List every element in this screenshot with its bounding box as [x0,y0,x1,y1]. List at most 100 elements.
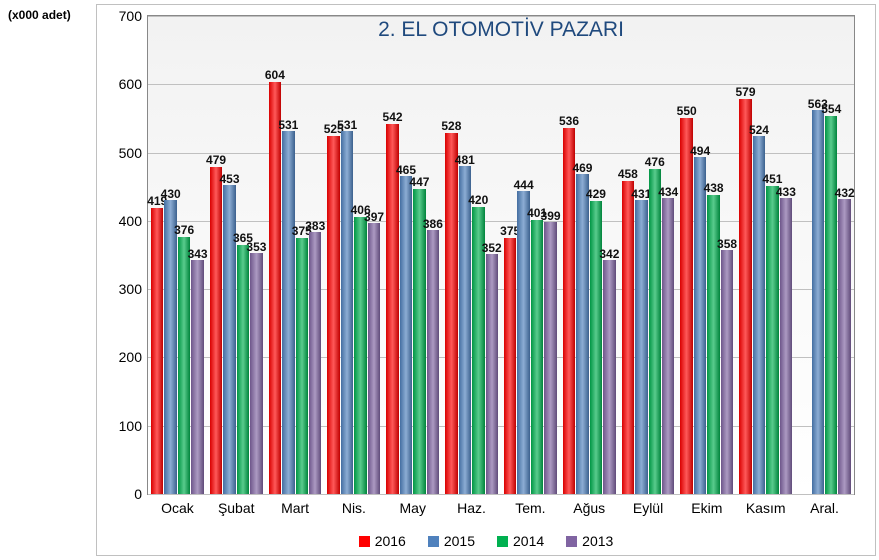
bar-2014: 376 [178,237,190,494]
bar-label: 342 [599,247,619,261]
bar-2013: 397 [368,223,380,494]
bar-2014: 401 [531,220,543,494]
bar-2014: 451 [766,186,778,494]
bar-label: 444 [514,178,534,192]
category-label: Nis. [324,500,383,516]
bar-label: 451 [762,172,782,186]
y-axis-label: (x000 adet) [8,8,71,22]
bar-label: 433 [776,185,796,199]
bar-2016: 579 [739,99,751,494]
bar-2013: 432 [838,199,850,494]
legend-item-2013: 2013 [566,533,613,549]
category-label: Eylül [619,500,678,516]
legend-swatch [566,536,577,547]
bar-2013: 352 [486,254,498,494]
bar-group: 550494438358Ekim [677,16,736,494]
y-tick: 0 [134,486,142,502]
bar-group: 525531406397Nis. [324,16,383,494]
bar-label: 469 [572,161,592,175]
bar-group: 528481420352Haz. [442,16,501,494]
legend-item-2016: 2016 [359,533,406,549]
chart: 2. EL OTOMOTİV PAZARI 010020030040050060… [96,4,876,556]
bar-2015: 563 [812,110,824,494]
bar-label: 430 [161,187,181,201]
legend-swatch [428,536,439,547]
y-tick: 500 [119,145,142,161]
legend-label: 2014 [513,533,544,549]
bar-label: 531 [337,118,357,132]
bar-2015: 481 [459,166,471,494]
bar-2015: 431 [635,200,647,494]
bar-2016: 525 [327,136,339,495]
y-tick: 300 [119,281,142,297]
bar-2013: 399 [544,222,556,494]
bar-label: 438 [704,181,724,195]
bar-label: 376 [174,223,194,237]
bar-2015: 469 [576,174,588,494]
y-tick: 200 [119,349,142,365]
bar-2014: 429 [590,201,602,494]
category-label: Haz. [442,500,501,516]
legend-item-2015: 2015 [428,533,475,549]
bar-label: 458 [618,167,638,181]
category-label: Ekim [677,500,736,516]
bar-2016: 375 [504,238,516,494]
bar-2013: 383 [309,232,321,494]
bar-2013: 353 [250,253,262,494]
bar-2016: 528 [445,133,457,494]
bar-2015: 430 [164,200,176,494]
legend-swatch [497,536,508,547]
bar-2016: 419 [151,208,163,494]
bars: 419430376343Ocak479453365353Şubat6045313… [148,16,854,494]
bar-label: 554 [821,102,841,116]
bar-2016: 479 [210,167,222,494]
bar-group: 419430376343Ocak [148,16,207,494]
bar-2015: 531 [341,131,353,494]
bar-label: 531 [278,118,298,132]
bar-label: 383 [305,219,325,233]
plot-area: 2. EL OTOMOTİV PAZARI 010020030040050060… [147,15,855,495]
bar-2014: 447 [413,189,425,494]
bar-label: 399 [541,209,561,223]
bar-group: 542465447386May [383,16,442,494]
bar-group: 375444401399Tem. [501,16,560,494]
bar-label: 542 [383,110,403,124]
bar-label: 343 [188,247,208,261]
bar-2013: 343 [191,260,203,494]
bar-group: 458431476434Eylül [619,16,678,494]
bar-label: 358 [717,237,737,251]
category-label: Kasım [736,500,795,516]
legend-label: 2016 [375,533,406,549]
bar-label: 432 [835,186,855,200]
bar-2015: 444 [517,191,529,494]
bar-label: 604 [265,68,285,82]
bar-2016: 536 [563,128,575,494]
bar-2016: 604 [269,82,281,494]
bar-label: 536 [559,114,579,128]
bar-label: 447 [409,175,429,189]
category-label: Ağus [560,500,619,516]
bar-label: 481 [455,153,475,167]
bar-2014: 476 [649,169,661,494]
bar-2014: 375 [296,238,308,494]
bar-2013: 342 [603,260,615,494]
category-label: Ocak [148,500,207,516]
category-label: Mart [266,500,325,516]
bar-2015: 465 [400,176,412,494]
bar-2013: 433 [780,198,792,494]
bar-2016: 458 [622,181,634,494]
category-label: Şubat [207,500,266,516]
legend-item-2014: 2014 [497,533,544,549]
bar-label: 434 [658,185,678,199]
bar-group: 579524451433Kasım [736,16,795,494]
bar-2013: 358 [721,250,733,494]
bar-label: 479 [206,153,226,167]
bar-label: 453 [219,172,239,186]
bar-label: 476 [645,155,665,169]
bar-label: 579 [735,85,755,99]
bar-label: 429 [586,187,606,201]
y-tick: 400 [119,213,142,229]
bar-label: 524 [749,123,769,137]
bar-2016: 550 [680,118,692,494]
bar-2013: 434 [662,198,674,494]
